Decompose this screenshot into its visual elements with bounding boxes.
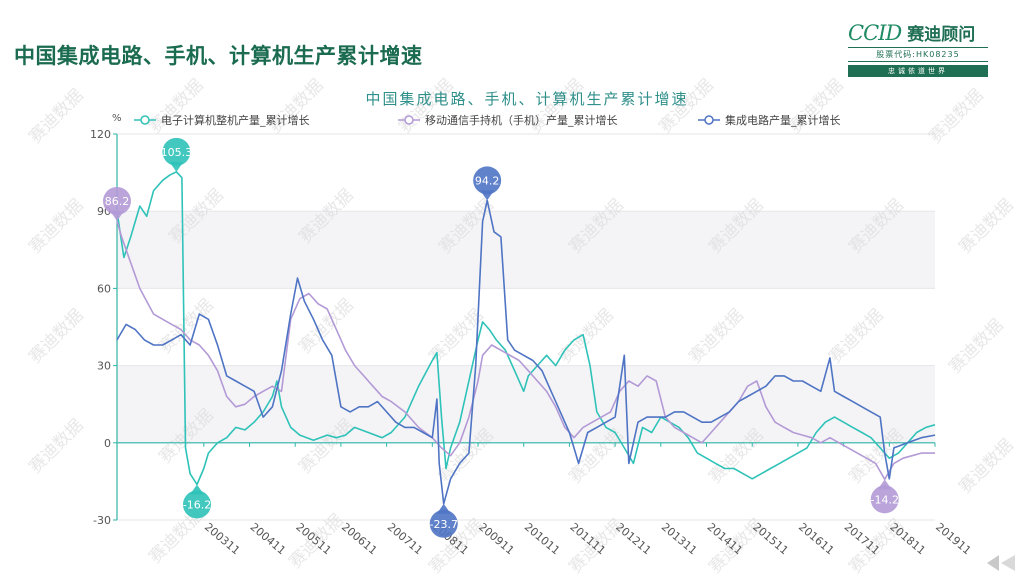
watermark-text: 赛迪数据 bbox=[295, 295, 358, 358]
data-label: -23.7 bbox=[430, 518, 458, 531]
data-label: 94.2 bbox=[475, 174, 500, 187]
watermark-text: 赛迪数据 bbox=[25, 85, 88, 148]
x-tick-label: 201911 bbox=[933, 520, 974, 557]
watermark-text: 赛迪数据 bbox=[25, 305, 88, 368]
data-label: -14.2 bbox=[870, 493, 898, 506]
chart-title: 中国集成电路、手机、计算机生产累计增速 bbox=[365, 90, 688, 108]
page-title: 中国集成电路、手机、计算机生产累计增速 bbox=[14, 44, 423, 68]
watermark-text: 赛迪数据 bbox=[825, 305, 888, 368]
x-tick-label: 200911 bbox=[476, 520, 517, 557]
series-line bbox=[116, 220, 935, 481]
watermark-text: 赛迪数据 bbox=[925, 85, 988, 148]
data-label: 105.3 bbox=[161, 146, 193, 159]
grid-band bbox=[117, 365, 935, 443]
series-line bbox=[116, 171, 936, 486]
y-tick-label: 120 bbox=[90, 128, 111, 141]
watermark-text: 赛迪数据 bbox=[945, 315, 1008, 378]
y-axis-unit: % bbox=[112, 113, 122, 124]
logo-slogan: 忠诚依道世界 bbox=[848, 65, 988, 77]
watermark-text: 赛迪数据 bbox=[785, 75, 848, 138]
watermark-text: 赛迪数据 bbox=[955, 435, 1018, 498]
watermark-text: 赛迪数据 bbox=[155, 295, 218, 358]
legend-label: 集成电路产量_累计增长 bbox=[725, 113, 841, 127]
data-label: -16.2 bbox=[183, 498, 211, 511]
prev-arrow-icon-2[interactable] bbox=[1001, 555, 1015, 571]
x-tick-label: 200411 bbox=[248, 520, 289, 557]
legend-label: 移动通信手持机（手机）产量_累计增长 bbox=[425, 113, 618, 127]
series-line bbox=[116, 199, 936, 505]
annotation-pin bbox=[429, 509, 458, 538]
watermark-text: 赛迪数据 bbox=[955, 195, 1018, 258]
watermark-text: 赛迪数据 bbox=[25, 415, 88, 478]
grid-band bbox=[117, 211, 935, 289]
x-tick-label: 200711 bbox=[385, 520, 426, 557]
annotation-pin bbox=[182, 490, 211, 519]
legend-marker bbox=[140, 115, 150, 125]
x-tick-label: 200311 bbox=[202, 520, 243, 557]
watermark-text: 赛迪数据 bbox=[145, 75, 208, 138]
annotation-pin bbox=[162, 137, 191, 166]
annotation-pin bbox=[103, 186, 131, 215]
x-tick-label: 200611 bbox=[339, 520, 380, 557]
legend-marker bbox=[704, 115, 714, 125]
logo-brand-cn: 赛迪顾问 bbox=[907, 25, 976, 45]
y-tick-label: -30 bbox=[93, 514, 111, 527]
x-tick-label: 201311 bbox=[659, 520, 700, 557]
watermark-text: 赛迪数据 bbox=[685, 305, 748, 368]
nav-arrows[interactable] bbox=[985, 553, 1023, 573]
annotation-pin bbox=[473, 166, 502, 195]
ccid-logo: CCID 赛迪顾问 股票代码:HK08235 忠诚依道世界 bbox=[848, 20, 988, 78]
data-label: 86.2 bbox=[105, 195, 130, 208]
prev-arrow-icon[interactable] bbox=[987, 555, 999, 571]
watermark-text: 赛迪数据 bbox=[265, 75, 328, 138]
logo-stock-code: 股票代码:HK08235 bbox=[848, 47, 988, 62]
legend-label: 电子计算机整机产量_累计增长 bbox=[161, 113, 310, 127]
legend-marker bbox=[404, 115, 414, 125]
x-tick-label: 201011 bbox=[522, 520, 563, 557]
y-tick-label: 30 bbox=[97, 360, 111, 373]
watermark-text: 赛迪数据 bbox=[555, 305, 618, 368]
y-tick-label: 60 bbox=[97, 282, 111, 295]
annotation-pin bbox=[870, 485, 899, 514]
watermark-text: 赛迪数据 bbox=[25, 195, 88, 258]
logo-brand-latin: CCID bbox=[848, 20, 902, 45]
y-tick-label: 0 bbox=[104, 437, 111, 450]
x-tick-label: 201211 bbox=[613, 520, 654, 557]
x-tick-label: 201611 bbox=[796, 520, 837, 557]
